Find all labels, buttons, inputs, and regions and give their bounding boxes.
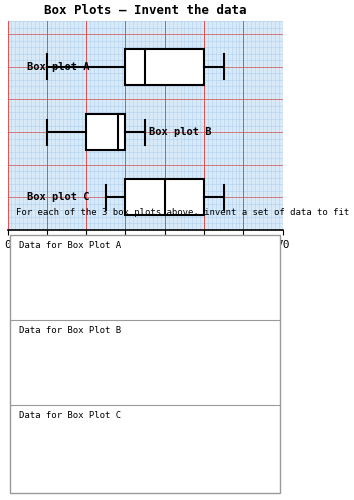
- Bar: [125, 180, 204, 216]
- Text: Data for Box Plot A: Data for Box Plot A: [18, 240, 121, 250]
- Text: For each of the 3 box plots above, invent a set of data to fit: For each of the 3 box plots above, inven…: [16, 208, 349, 216]
- Text: Data for Box Plot B: Data for Box Plot B: [18, 326, 121, 334]
- Bar: [86, 114, 125, 150]
- Text: Box plot B: Box plot B: [149, 127, 212, 137]
- Title: Box Plots – Invent the data: Box Plots – Invent the data: [44, 4, 246, 17]
- Text: Data for Box Plot C: Data for Box Plot C: [18, 411, 121, 420]
- Text: Box plot C: Box plot C: [27, 192, 90, 202]
- Text: Box plot A: Box plot A: [27, 62, 90, 72]
- Bar: [125, 49, 204, 85]
